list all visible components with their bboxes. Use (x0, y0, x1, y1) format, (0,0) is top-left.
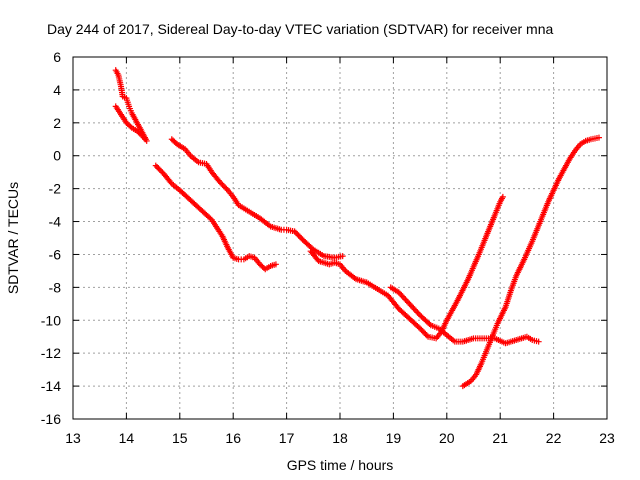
data-point (127, 123, 134, 130)
y-tick-label: -6 (49, 246, 62, 262)
x-tick-label: 22 (546, 430, 562, 446)
data-point (423, 332, 430, 339)
data-point (158, 168, 165, 175)
data-point (294, 231, 301, 238)
data-points (112, 67, 602, 390)
data-point (298, 235, 305, 242)
y-tick-label: -10 (41, 312, 61, 328)
axis-ticks: 13 14 15 16 17 18 19 20 21 22 23-16-14-12-10-8-6-4… (41, 49, 615, 446)
data-point (218, 180, 225, 187)
y-tick-label: -12 (41, 345, 61, 361)
x-axis-label: GPS time / hours (287, 457, 394, 473)
x-tick-label: 18 (332, 430, 348, 446)
x-tick-label: 16 (225, 430, 241, 446)
x-tick-label: 20 (439, 430, 455, 446)
data-point (499, 193, 506, 200)
x-tick-label: 19 (386, 430, 402, 446)
data-point (421, 329, 428, 336)
data-point (152, 162, 159, 169)
chart-title: Day 244 of 2017, Sidereal Day-to-day VTE… (47, 21, 553, 37)
data-point (419, 328, 426, 335)
data-point (426, 320, 433, 327)
data-point (417, 325, 424, 332)
data-point (138, 131, 145, 138)
grid-lines (73, 57, 607, 419)
data-point (142, 136, 149, 143)
data-point (595, 134, 602, 141)
data-point (535, 338, 542, 345)
data-point (415, 324, 422, 331)
x-tick-label: 21 (492, 430, 508, 446)
data-point (155, 165, 162, 172)
data-point (222, 184, 229, 191)
data-point (295, 232, 302, 239)
data-point (154, 163, 161, 170)
y-axis-label: SDTVAR / TECUs (5, 182, 21, 294)
data-point (418, 326, 425, 333)
y-tick-label: 2 (53, 115, 61, 131)
data-point (422, 330, 429, 337)
data-point (339, 253, 346, 260)
y-tick-label: -8 (49, 279, 62, 295)
data-point (272, 261, 279, 268)
y-tick-label: -4 (49, 214, 62, 230)
data-point (223, 185, 230, 192)
data-point (219, 181, 226, 188)
x-tick-label: 23 (599, 430, 615, 446)
y-tick-label: 4 (53, 82, 61, 98)
data-point (291, 228, 298, 235)
x-tick-label: 14 (119, 430, 135, 446)
data-point (216, 179, 223, 186)
y-tick-label: 6 (53, 49, 61, 65)
x-tick-label: 17 (279, 430, 295, 446)
y-tick-label: -2 (49, 181, 62, 197)
data-point (156, 166, 163, 173)
x-tick-label: 13 (65, 430, 81, 446)
y-tick-label: 0 (53, 148, 61, 164)
y-tick-label: -14 (41, 378, 61, 394)
x-tick-label: 15 (172, 430, 188, 446)
data-point (296, 233, 303, 240)
y-tick-label: -16 (41, 411, 61, 427)
data-point (220, 183, 227, 190)
plot-frame (72, 56, 608, 420)
data-point (292, 229, 299, 236)
